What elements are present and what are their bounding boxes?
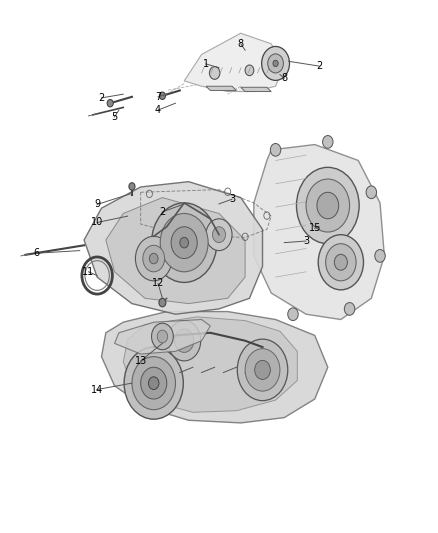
Circle shape [143,245,165,272]
Circle shape [262,59,271,69]
Circle shape [245,349,280,391]
Circle shape [160,214,208,272]
Text: 12: 12 [152,278,164,288]
Circle shape [175,329,194,352]
Text: 8: 8 [281,73,287,83]
Polygon shape [206,86,237,91]
Text: 5: 5 [111,112,118,122]
Text: 1: 1 [203,59,209,69]
Text: 2: 2 [159,207,166,217]
Circle shape [132,357,176,410]
Circle shape [157,330,168,343]
Circle shape [245,65,254,76]
Circle shape [270,143,281,156]
Circle shape [107,100,113,107]
Circle shape [152,203,217,282]
Text: 2: 2 [99,93,105,103]
Text: 13: 13 [134,356,147,366]
Polygon shape [106,198,245,304]
Polygon shape [184,33,284,92]
Circle shape [317,192,339,219]
Text: 3: 3 [229,194,235,204]
Circle shape [254,360,270,379]
Circle shape [171,227,197,259]
Circle shape [237,339,288,401]
Circle shape [366,186,377,199]
Circle shape [318,235,364,290]
Polygon shape [84,182,262,314]
Text: 4: 4 [155,105,161,115]
Circle shape [135,236,172,281]
Polygon shape [241,87,271,92]
Circle shape [273,60,278,67]
Circle shape [124,347,184,419]
Circle shape [209,67,220,79]
Circle shape [306,179,350,232]
Circle shape [288,308,298,320]
Circle shape [141,367,167,399]
Text: 6: 6 [33,248,39,259]
Circle shape [268,54,283,73]
Circle shape [212,227,226,243]
Polygon shape [123,317,297,413]
Circle shape [129,183,135,190]
Circle shape [152,323,173,350]
Circle shape [375,249,385,262]
Polygon shape [115,319,210,354]
Circle shape [334,254,347,270]
Polygon shape [102,312,328,423]
Text: 2: 2 [316,61,322,71]
Text: 14: 14 [91,384,103,394]
Circle shape [159,298,166,307]
Text: 3: 3 [303,236,309,246]
Text: 8: 8 [238,39,244,49]
Circle shape [322,135,333,148]
Circle shape [148,377,159,390]
Polygon shape [254,144,385,319]
Circle shape [159,92,166,100]
Text: 9: 9 [94,199,100,209]
Circle shape [325,244,356,281]
Text: 7: 7 [155,92,161,102]
Circle shape [206,219,232,251]
Text: 15: 15 [308,223,321,233]
Circle shape [180,237,188,248]
Circle shape [297,167,359,244]
Circle shape [149,253,158,264]
Text: 11: 11 [82,267,95,277]
Text: 10: 10 [91,217,103,228]
Circle shape [168,320,201,361]
Circle shape [261,46,290,80]
Circle shape [344,303,355,316]
